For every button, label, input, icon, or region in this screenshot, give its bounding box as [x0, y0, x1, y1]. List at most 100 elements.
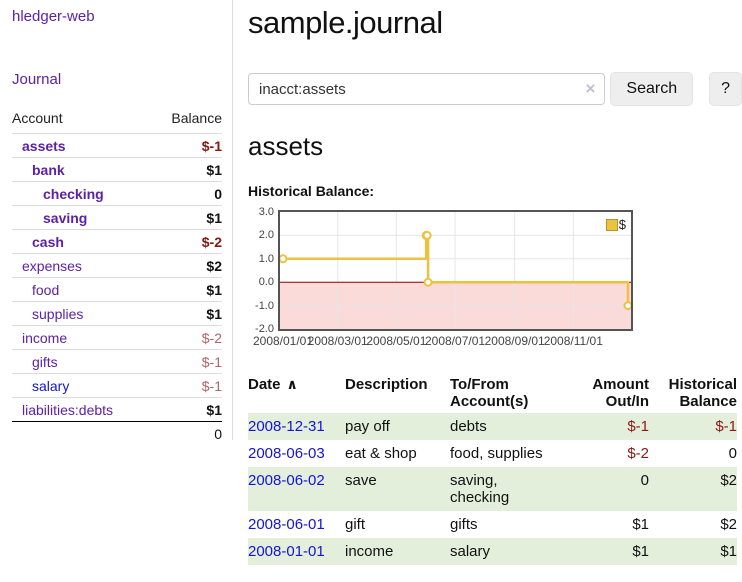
- transaction-row: 2008-06-03 eat & shop food, supplies $-2…: [248, 440, 737, 467]
- accounts-total-row: 0: [12, 421, 222, 446]
- register-col-balance: Historical Balance: [668, 376, 737, 410]
- chart-label: Historical Balance:: [248, 183, 375, 199]
- transaction-row: 2008-06-02 save saving, checking 0 $2: [248, 467, 737, 511]
- account-row: checking 0: [12, 181, 222, 206]
- account-row: saving $1: [12, 205, 222, 230]
- search-button[interactable]: Search: [610, 72, 694, 106]
- account-balance: 0: [151, 181, 222, 206]
- x-tick-label: 2008/07/01: [424, 334, 486, 348]
- x-tick-label: 2008/05/01: [366, 334, 427, 348]
- transaction-amount: $1: [632, 516, 649, 533]
- x-tick-label: 2008/09/01: [484, 334, 545, 348]
- chart-canvas: [280, 212, 631, 329]
- transaction-accounts: debts: [450, 418, 487, 435]
- account-balance: $1: [151, 301, 222, 326]
- transaction-amount: $1: [632, 543, 649, 560]
- y-tick-label: 3.0: [258, 206, 274, 218]
- account-link[interactable]: salary: [32, 378, 70, 394]
- transaction-date-link[interactable]: 2008-06-03: [248, 445, 325, 462]
- account-row: salary $-1: [12, 373, 222, 398]
- y-tick-label: 1.0: [258, 252, 274, 265]
- account-link[interactable]: liabilities:debts: [22, 402, 114, 418]
- account-page-title: assets: [248, 131, 324, 161]
- accounts-total: 0: [151, 421, 222, 446]
- balance-chart: 3.0 2.0 1.0 0.0 -1.0 -2.0 $ 2008/01/01 2008/03…: [248, 206, 742, 360]
- transaction-description: gift: [345, 516, 366, 533]
- transaction-description: pay off: [345, 418, 390, 435]
- transaction-description: income: [345, 543, 394, 560]
- x-tick-label: 2008/11/01: [543, 334, 603, 348]
- transaction-date-link[interactable]: 2008-06-01: [248, 516, 325, 533]
- account-balance: $-2: [151, 229, 222, 254]
- account-row: income $-2: [12, 325, 222, 350]
- transaction-date-link[interactable]: 2008-01-01: [248, 543, 325, 560]
- legend-swatch-icon: [605, 218, 618, 231]
- account-link[interactable]: saving: [43, 210, 88, 226]
- transaction-balance: $1: [720, 543, 737, 560]
- register-col-accounts: To/From Account(s): [450, 376, 529, 410]
- search-bar: × Search ?: [248, 72, 742, 106]
- account-link[interactable]: income: [22, 330, 68, 346]
- register-col-amount: Amount Out/In: [592, 376, 649, 410]
- transaction-accounts: salary: [450, 543, 491, 560]
- account-link[interactable]: cash: [32, 234, 64, 250]
- y-tick-label: -1.0: [255, 299, 274, 312]
- accounts-col-balance: Balance: [171, 110, 222, 126]
- account-link[interactable]: checking: [43, 186, 104, 202]
- chart-legend: $: [605, 217, 626, 232]
- legend-label: $: [618, 217, 626, 232]
- register-col-date: Date ∧: [248, 376, 298, 393]
- account-balance: $1: [151, 205, 222, 230]
- account-link[interactable]: expenses: [22, 258, 82, 274]
- sort-ascending-icon: ∧: [286, 376, 298, 392]
- account-row: food $1: [12, 277, 222, 302]
- y-tick-label: 2.0: [258, 229, 274, 242]
- account-row: gifts $-1: [12, 349, 222, 374]
- account-row: cash $-2: [12, 229, 222, 254]
- account-balance: $1: [151, 397, 222, 422]
- help-button[interactable]: ?: [709, 72, 742, 106]
- account-balance: $2: [151, 253, 222, 278]
- transaction-description: eat & shop: [345, 445, 417, 462]
- account-row: bank $1: [12, 157, 222, 182]
- y-tick-label: 0.0: [258, 276, 274, 289]
- app-brand-link[interactable]: hledger-web: [12, 8, 95, 25]
- transaction-balance: 0: [728, 445, 737, 462]
- register-col-description: Description: [345, 376, 428, 393]
- page-title: sample.journal: [248, 5, 443, 40]
- transaction-description: save: [345, 472, 377, 489]
- transaction-balance: $2: [720, 472, 737, 489]
- account-link[interactable]: food: [32, 282, 60, 298]
- account-row: liabilities:debts $1: [12, 397, 222, 422]
- transaction-row: 2008-06-01 gift gifts $1 $2: [248, 511, 737, 538]
- account-balance: $-2: [151, 325, 222, 350]
- transaction-amount: $-2: [627, 445, 649, 462]
- account-link[interactable]: bank: [32, 162, 65, 178]
- account-balance: $-1: [151, 349, 222, 374]
- account-link[interactable]: supplies: [32, 306, 84, 322]
- account-row: assets $-1: [12, 133, 222, 158]
- transaction-balance: $2: [720, 516, 737, 533]
- accounts-col-account: Account: [12, 110, 63, 126]
- account-row: supplies $1: [12, 301, 222, 326]
- account-balance: $-1: [151, 133, 222, 158]
- account-balance: $1: [151, 157, 222, 182]
- clear-search-icon[interactable]: ×: [585, 79, 596, 98]
- account-balance: $-1: [151, 373, 222, 398]
- accounts-table: Account Balance assets $-1 bank $1 check…: [12, 108, 222, 446]
- transaction-accounts: food, supplies: [450, 445, 543, 462]
- sidebar-item-journal[interactable]: Journal: [12, 71, 62, 88]
- transaction-row: 2008-01-01 income salary $1 $1: [248, 538, 737, 565]
- y-tick-label: -2.0: [255, 323, 274, 335]
- transaction-accounts: gifts: [450, 516, 478, 533]
- transaction-date-link[interactable]: 2008-06-02: [248, 472, 325, 489]
- account-link[interactable]: assets: [22, 138, 66, 154]
- transaction-date-link[interactable]: 2008-12-31: [248, 418, 325, 435]
- transaction-amount: 0: [640, 472, 649, 489]
- transaction-row: 2008-12-31 pay off debts $-1 $-1: [248, 413, 737, 440]
- main-content: sample.journal × Search ? assets Histori…: [233, 0, 742, 565]
- transaction-accounts: saving, checking: [450, 472, 510, 506]
- chart-plot-area: $: [278, 210, 633, 331]
- search-input[interactable]: [248, 73, 606, 105]
- account-link[interactable]: gifts: [32, 354, 58, 370]
